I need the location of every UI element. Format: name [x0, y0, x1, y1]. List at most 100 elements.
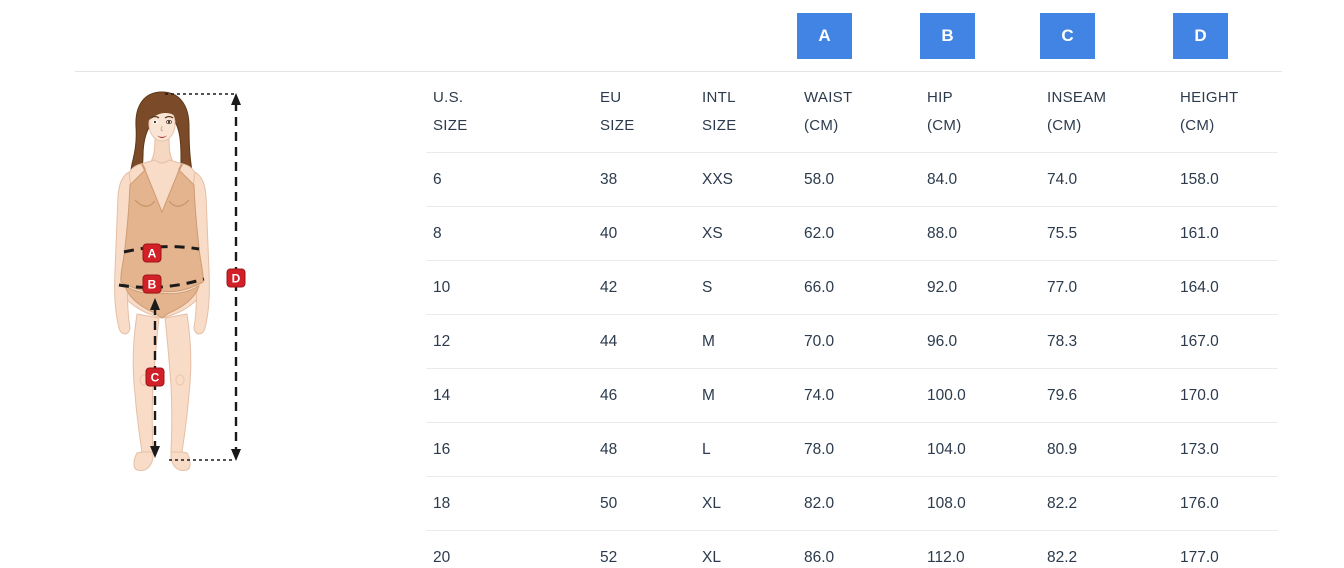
cell-waist-cm: 86.0 — [804, 548, 835, 566]
cell-height-cm: 173.0 — [1180, 440, 1219, 458]
cell-inseam-cm: 79.6 — [1047, 386, 1078, 404]
badge-cell-waist-cm: A — [797, 0, 920, 72]
figure-face — [147, 102, 183, 142]
inseam-arrow-down — [150, 446, 160, 458]
cell-intl-size: M — [702, 386, 715, 404]
column-header-eu-size: EU SIZE — [600, 89, 635, 134]
figure-camisole — [120, 163, 204, 319]
column-header-inseam-cm: INSEAM (CM) — [1047, 89, 1107, 134]
cell-hip-cm: 104.0 — [927, 440, 966, 458]
cell-waist-cm: 82.0 — [804, 494, 835, 512]
badge-cell-height-cm: D — [1173, 0, 1278, 72]
badge-cell-inseam-cm: C — [1040, 0, 1173, 72]
cell-hip-cm: 88.0 — [927, 224, 958, 242]
badge-cell-hip-cm: B — [920, 0, 1040, 72]
table-row-us-14: 14 46 M 74.0 100.0 79.6 170.0 — [426, 369, 1278, 423]
cell-us-size: 18 — [433, 494, 451, 512]
cell-waist-cm: 70.0 — [804, 332, 835, 350]
table-row-us-8: 8 40 XS 62.0 88.0 75.5 161.0 — [426, 207, 1278, 261]
waist-line — [123, 245, 200, 254]
cell-eu-size: 38 — [600, 170, 618, 188]
cell-hip-cm: 112.0 — [927, 548, 965, 566]
cell-eu-size: 52 — [600, 548, 618, 566]
cell-intl-size: M — [702, 332, 715, 350]
cell-height-cm: 177.0 — [1180, 548, 1219, 566]
cell-us-size: 6 — [433, 170, 442, 188]
cell-hip-cm: 108.0 — [927, 494, 966, 512]
cell-inseam-cm: 75.5 — [1047, 224, 1078, 242]
cell-waist-cm: 74.0 — [804, 386, 835, 404]
column-header-hip-cm: HIP (CM) — [927, 89, 962, 134]
figure-markers: A B C D — [142, 243, 246, 387]
cell-intl-size: XL — [702, 494, 721, 512]
badge-cell-intl-size — [695, 0, 797, 72]
table-row-us-18: 18 50 XL 82.0 108.0 82.2 176.0 — [426, 477, 1278, 531]
cell-us-size: 20 — [433, 548, 451, 566]
cell-height-cm: 176.0 — [1180, 494, 1219, 512]
table-row-us-6: 6 38 XXS 58.0 84.0 74.0 158.0 — [426, 153, 1278, 207]
badge-cell-eu-size — [593, 0, 695, 72]
cell-eu-size: 50 — [600, 494, 618, 512]
cell-inseam-cm: 77.0 — [1047, 278, 1078, 296]
column-header-us-size: U.S. SIZE — [433, 89, 468, 134]
height-arrow-up — [231, 93, 241, 105]
marker-d-label: D — [232, 272, 241, 286]
cell-hip-cm: 92.0 — [927, 278, 958, 296]
size-chart-table: A B C D U.S. SIZE EU SIZE INTL SIZE WAIST (CM) HIP(… — [426, 0, 1278, 568]
measure-badge-b: B — [920, 13, 975, 59]
marker-a — [142, 243, 162, 263]
column-header-intl-size: INTL SIZE — [702, 89, 737, 134]
cell-intl-size: L — [702, 440, 711, 458]
cell-inseam-cm: 82.2 — [1047, 548, 1078, 566]
inseam-arrow-up — [150, 298, 160, 310]
table-header-row: U.S. SIZE EU SIZE INTL SIZE WAIST (CM) HIP (CM) IN… — [426, 72, 1278, 153]
cell-intl-size: XS — [702, 224, 723, 242]
cell-inseam-cm: 80.9 — [1047, 440, 1078, 458]
cell-eu-size: 42 — [600, 278, 618, 296]
marker-b-label: B — [148, 278, 157, 292]
table-row-us-20: 20 52 XL 86.0 112.0 82.2 177.0 — [426, 531, 1278, 568]
height-arrow-down — [231, 449, 241, 461]
cell-height-cm: 164.0 — [1180, 278, 1219, 296]
marker-a-label: A — [148, 247, 157, 261]
cell-us-size: 10 — [433, 278, 451, 296]
cell-eu-size: 44 — [600, 332, 618, 350]
cell-eu-size: 48 — [600, 440, 618, 458]
marker-d — [226, 268, 246, 288]
cell-inseam-cm: 74.0 — [1047, 170, 1078, 188]
table-body: 6 38 XXS 58.0 84.0 74.0 158.0 8 40 XS 62.0 88.0 75.5… — [426, 153, 1278, 568]
table-row-us-10: 10 42 S 66.0 92.0 77.0 164.0 — [426, 261, 1278, 315]
measure-badge-c: C — [1040, 13, 1095, 59]
cell-intl-size: XL — [702, 548, 721, 566]
cell-waist-cm: 66.0 — [804, 278, 835, 296]
marker-c — [145, 367, 165, 387]
cell-height-cm: 170.0 — [1180, 386, 1219, 404]
badge-cell-us-size — [426, 0, 593, 72]
cell-eu-size: 46 — [600, 386, 618, 404]
cell-height-cm: 158.0 — [1180, 170, 1219, 188]
cell-us-size: 14 — [433, 386, 451, 404]
measure-badge-d: D — [1173, 13, 1228, 59]
table-row-us-16: 16 48 L 78.0 104.0 80.9 173.0 — [426, 423, 1278, 477]
cell-intl-size: S — [702, 278, 713, 296]
cell-height-cm: 161.0 — [1180, 224, 1219, 242]
marker-b — [142, 274, 162, 294]
cell-inseam-cm: 78.3 — [1047, 332, 1078, 350]
cell-eu-size: 40 — [600, 224, 618, 242]
cell-waist-cm: 78.0 — [804, 440, 835, 458]
cell-us-size: 12 — [433, 332, 451, 350]
cell-us-size: 16 — [433, 440, 451, 458]
column-header-height-cm: HEIGHT (CM) — [1180, 89, 1239, 134]
cell-hip-cm: 84.0 — [927, 170, 958, 188]
cell-waist-cm: 62.0 — [804, 224, 835, 242]
badge-row: A B C D — [426, 0, 1278, 72]
cell-height-cm: 167.0 — [1180, 332, 1219, 350]
body-measurement-figure: A B C D — [114, 91, 246, 471]
cell-inseam-cm: 82.2 — [1047, 494, 1078, 512]
measure-badge-a: A — [797, 13, 852, 59]
table-top-divider — [75, 71, 1282, 72]
cell-hip-cm: 96.0 — [927, 332, 958, 350]
cell-us-size: 8 — [433, 224, 442, 242]
column-header-waist-cm: WAIST (CM) — [804, 89, 853, 134]
